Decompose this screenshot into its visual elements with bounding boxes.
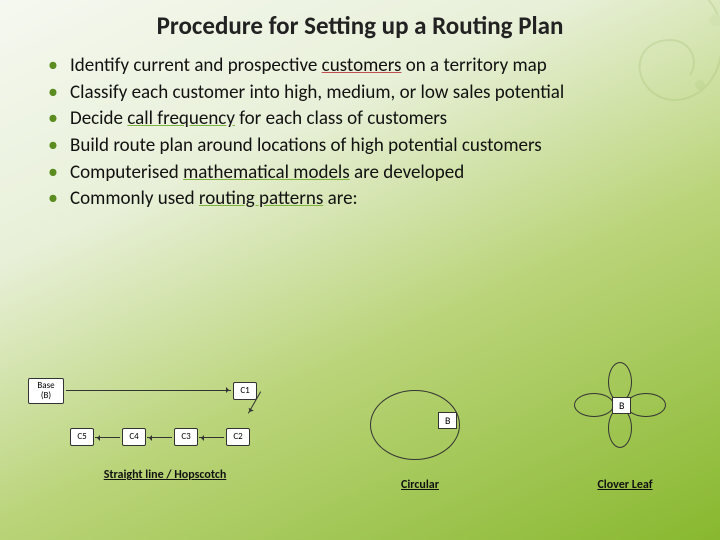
- hopscotch-node-c2: C2: [226, 428, 250, 446]
- bullet-list: Identify current and prospective custome…: [0, 53, 720, 212]
- bullet-item: Commonly used routing patterns are:: [70, 186, 685, 212]
- arrow-icon: [66, 390, 231, 391]
- arrow-icon: [95, 437, 120, 438]
- circular-label: Circular: [390, 478, 450, 492]
- clover-petal: [574, 393, 614, 417]
- page-title: Procedure for Setting up a Routing Plan: [0, 0, 720, 53]
- hopscotch-node-c1: C1: [233, 382, 257, 400]
- clover-petal: [626, 393, 666, 417]
- clover-label: Clover Leaf: [585, 478, 665, 492]
- clover-petal: [608, 362, 632, 402]
- bullet-item: Identify current and prospective custome…: [70, 53, 685, 79]
- bullet-item: Computerised mathematical models are dev…: [70, 160, 685, 186]
- bullet-item: Classify each customer into high, medium…: [70, 80, 685, 106]
- bullet-item: Build route plan around locations of hig…: [70, 133, 685, 159]
- hopscotch-node-c5: C5: [70, 428, 94, 446]
- bullet-item: Decide call frequency for each class of …: [70, 106, 685, 132]
- diagrams-area: Base (B) C1 C5 C4 C3 C2 Straight line / …: [0, 370, 720, 530]
- arrow-icon: [147, 437, 172, 438]
- hopscotch-base-node: Base (B): [28, 378, 64, 404]
- hopscotch-label: Straight line / Hopscotch: [80, 468, 250, 482]
- hopscotch-node-c4: C4: [122, 428, 146, 446]
- circular-b-node: B: [438, 412, 457, 429]
- clover-b-node: B: [612, 397, 631, 414]
- hopscotch-node-c3: C3: [174, 428, 198, 446]
- clover-petal: [608, 408, 632, 448]
- arrow-icon: [199, 437, 224, 438]
